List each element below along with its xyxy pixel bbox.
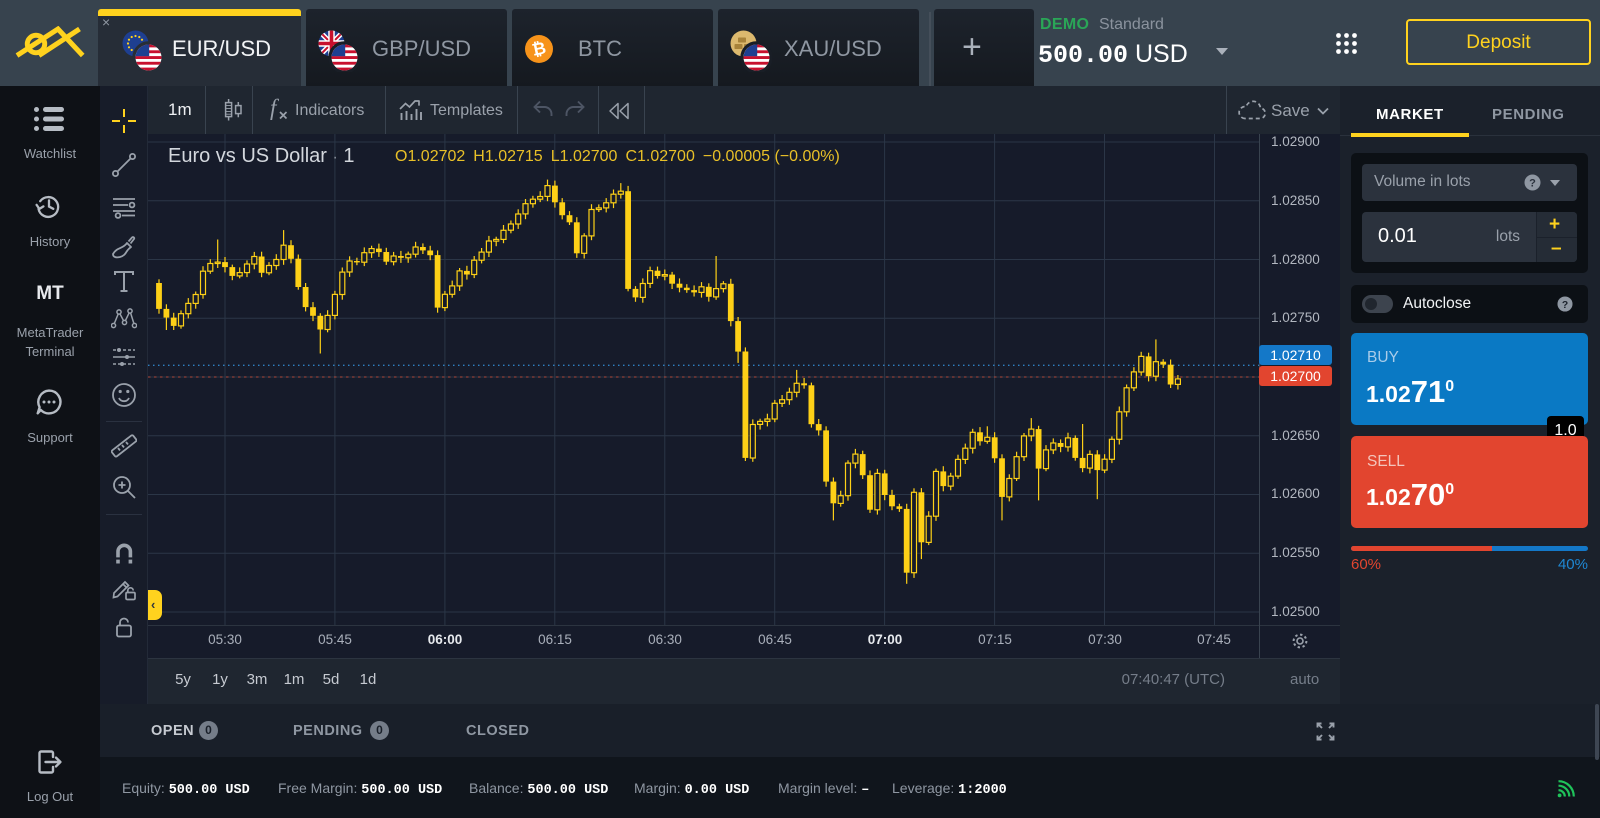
svg-text:?: ?	[1529, 178, 1536, 190]
svg-text:f: f	[270, 96, 280, 120]
svg-text:₿: ₿	[530, 38, 548, 59]
svg-text:?: ?	[1562, 300, 1568, 311]
